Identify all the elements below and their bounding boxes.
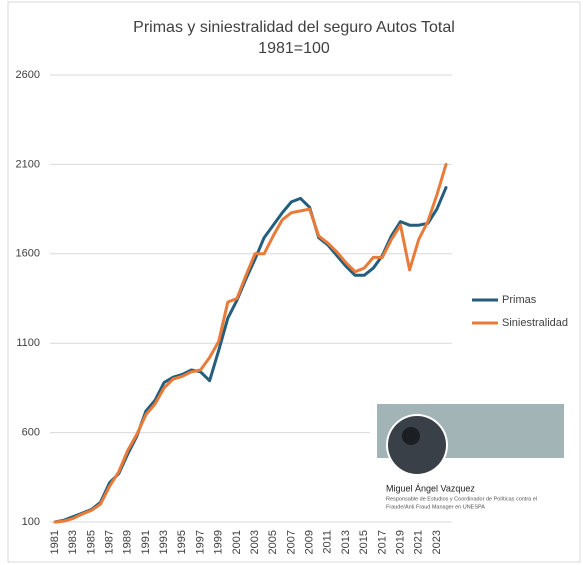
x-tick-label: 2011 <box>322 530 334 554</box>
y-tick-label: 2100 <box>16 158 40 170</box>
series-line <box>53 162 448 524</box>
y-tick-label: 100 <box>22 516 40 528</box>
x-tick-label: 1989 <box>122 530 134 554</box>
profile-name: Miguel Ángel Vazquez <box>386 483 475 493</box>
x-tick-label: 1999 <box>213 530 225 554</box>
x-tick-label: 2007 <box>285 530 297 554</box>
x-tick-label: 1987 <box>103 530 115 554</box>
profile-headline: Fraude/Anti Fraud Manager en UNESPA <box>386 504 485 510</box>
avatar <box>388 416 446 474</box>
x-tick-label: 2005 <box>267 530 279 554</box>
x-tick-label: 2021 <box>413 530 425 554</box>
legend-label: Primas <box>502 294 537 306</box>
x-tick-label: 1997 <box>194 530 206 554</box>
avatar-head <box>402 427 420 445</box>
x-tick-label: 2015 <box>358 530 370 554</box>
x-tick-label: 1993 <box>158 530 170 554</box>
profile-headline: Responsable de Estudios y Coordinador de… <box>386 496 537 502</box>
x-tick-label: 2003 <box>249 530 261 554</box>
x-tick-label: 1983 <box>67 530 79 554</box>
y-tick-label: 1600 <box>16 248 40 260</box>
x-tick-label: 1985 <box>85 530 97 554</box>
x-tick-label: 2001 <box>231 530 243 554</box>
x-tick-label: 2017 <box>376 530 388 554</box>
profile-card: Miguel Ángel Vazquez Responsable de Estu… <box>370 404 564 515</box>
y-tick-label: 2600 <box>16 69 40 81</box>
chart-subtitle: 1981=100 <box>258 40 330 57</box>
x-tick-label: 1991 <box>140 530 152 554</box>
y-tick-label: 600 <box>22 427 40 439</box>
x-tick-label: 2023 <box>431 530 443 554</box>
x-tick-label: 2009 <box>304 530 316 554</box>
x-tick-label: 2019 <box>394 530 406 554</box>
x-tick-label: 2013 <box>340 530 352 554</box>
x-tick-label: 1995 <box>176 530 188 554</box>
chart-title: Primas y siniestralidad del seguro Autos… <box>133 19 455 36</box>
y-tick-label: 1100 <box>16 337 40 349</box>
legend-label: Siniestralidad <box>502 317 568 329</box>
x-tick-label: 1981 <box>49 530 61 554</box>
